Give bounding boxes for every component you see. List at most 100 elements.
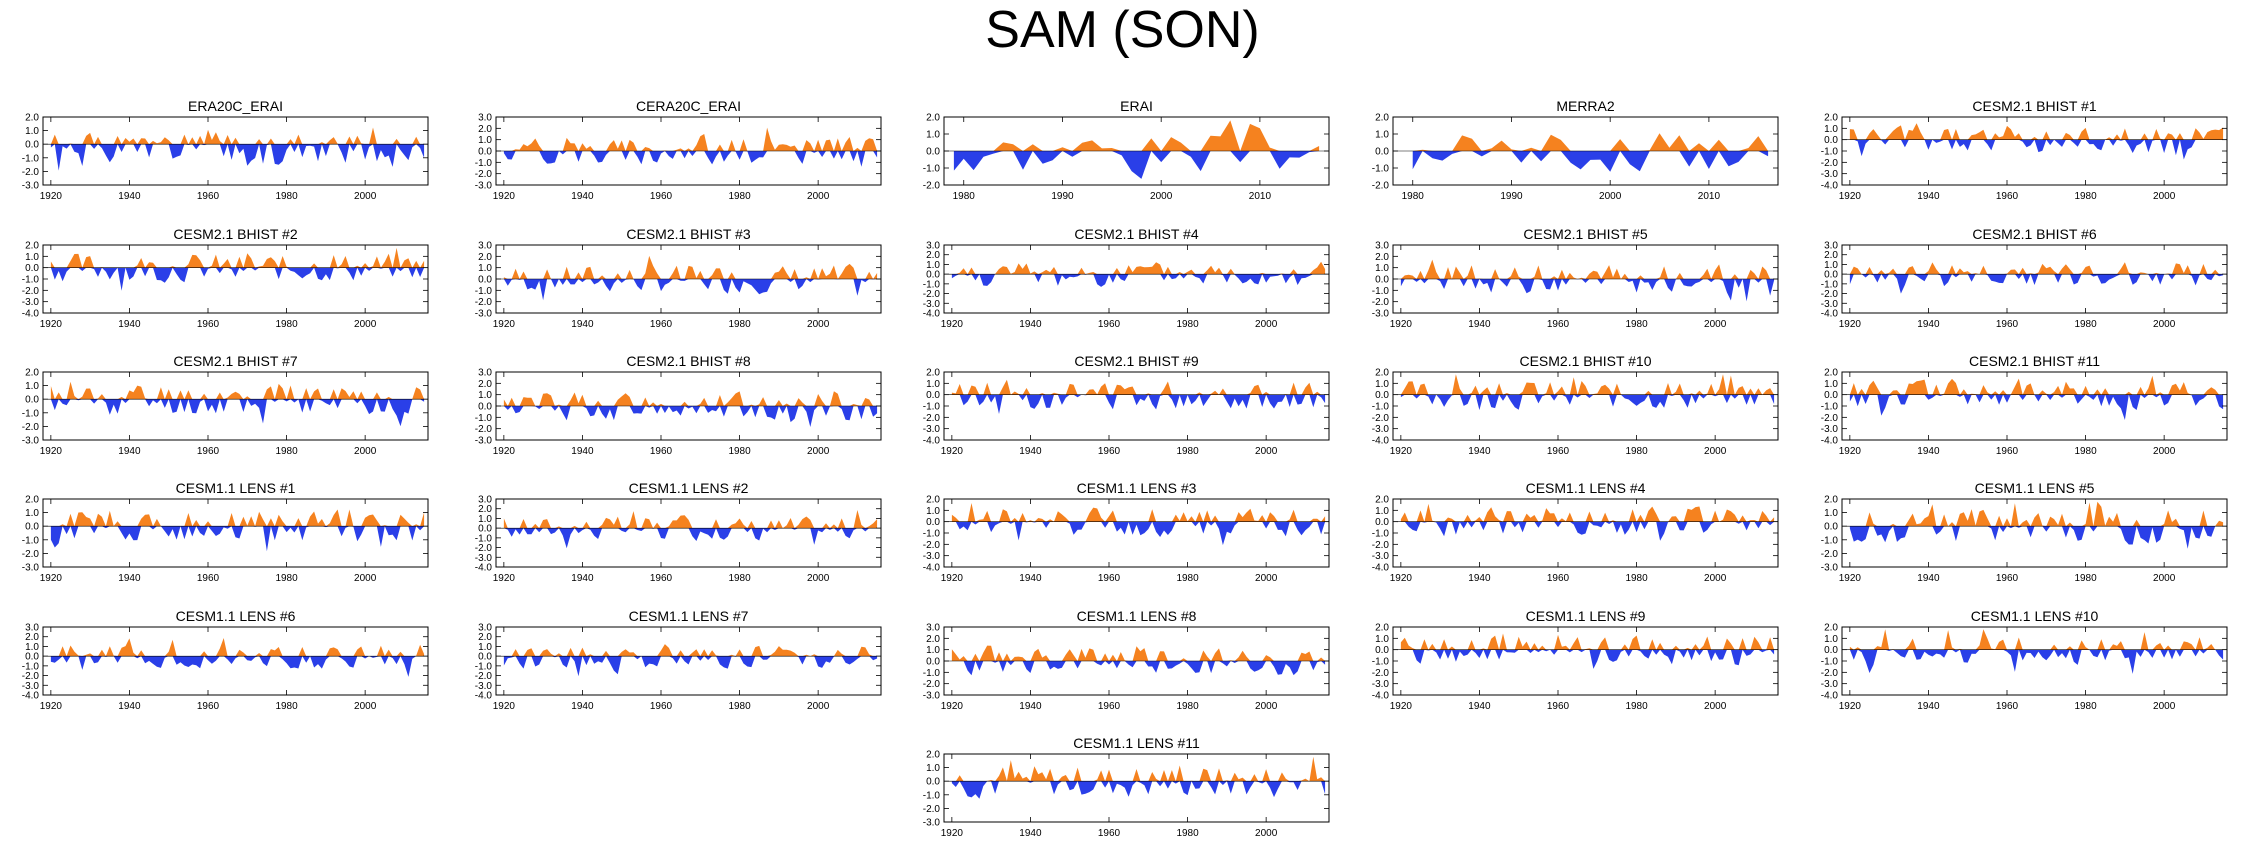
panel-title: CESM2.1 BHIST #3 — [626, 226, 750, 242]
x-tick-label: 1940 — [1019, 446, 1042, 457]
x-tick-label: 1980 — [1402, 191, 1425, 202]
y-tick-label: 1.0 — [1824, 260, 1838, 271]
y-tick-label: -4.0 — [1372, 436, 1390, 447]
y-tick-label: -3.0 — [475, 681, 493, 692]
x-tick-label: 1940 — [571, 573, 594, 584]
negative-area — [503, 151, 878, 167]
y-tick-label: -3.0 — [475, 181, 493, 192]
y-tick-label: -1.0 — [1821, 402, 1839, 413]
negative-area — [951, 274, 1326, 287]
x-tick-label: 1920 — [40, 191, 63, 202]
y-tick-label: 0.0 — [1824, 135, 1838, 146]
x-tick-label: 1920 — [40, 446, 63, 457]
x-tick-label: 1980 — [1176, 573, 1199, 584]
x-tick-label: 2000 — [1704, 446, 1727, 457]
y-tick-label: 0.0 — [926, 517, 940, 528]
positive-area — [1849, 123, 2224, 140]
y-tick-label: 2.0 — [1824, 113, 1838, 124]
x-tick-label: 1940 — [1019, 828, 1042, 839]
positive-area — [503, 391, 878, 406]
panel-9: CESM2.1 BHIST #5 3.02.01.00.0-1.0-2.0-3.0… — [1372, 226, 1779, 330]
x-tick-label: 1980 — [728, 446, 751, 457]
y-tick-label: -2.0 — [1372, 668, 1390, 679]
y-tick-label: -4.0 — [923, 309, 941, 320]
y-tick-label: 3.0 — [478, 623, 492, 634]
y-tick-label: 1.0 — [25, 126, 39, 137]
y-tick-label: -1.0 — [1821, 279, 1839, 290]
y-tick-label: -1.0 — [1821, 147, 1839, 158]
y-tick-label: -3.0 — [1372, 551, 1390, 562]
y-tick-label: 2.0 — [478, 379, 492, 390]
x-tick-label: 1980 — [275, 319, 298, 330]
x-tick-label: 2000 — [1255, 573, 1278, 584]
negative-area — [50, 267, 425, 291]
x-tick-label: 1920 — [941, 573, 964, 584]
y-tick-label: -1.0 — [475, 286, 493, 297]
y-tick-label: -3.0 — [923, 818, 941, 829]
negative-area — [1400, 394, 1775, 411]
plot-frame — [943, 371, 1330, 441]
y-tick-label: 2.0 — [1824, 495, 1838, 506]
y-tick-label: 1.0 — [926, 645, 940, 656]
x-tick-label: 2000 — [1704, 701, 1727, 712]
x-tick-label: 1960 — [1098, 701, 1121, 712]
x-tick-label: 1980 — [2074, 319, 2097, 330]
x-tick-label: 1960 — [1547, 319, 1570, 330]
y-tick-label: -2.0 — [923, 540, 941, 551]
y-tick-label: 0.0 — [25, 263, 39, 274]
plot-frame — [1392, 371, 1779, 441]
y-tick-label: 0.0 — [1375, 517, 1389, 528]
x-tick-label: 1940 — [571, 319, 594, 330]
y-tick-label: 0.0 — [478, 402, 492, 413]
negative-area — [951, 521, 1326, 546]
positive-area — [1849, 262, 2224, 275]
panel-13: CESM2.1 BHIST #9 2.01.00.0-1.0-2.0-3.0-4.… — [923, 353, 1330, 457]
panel-title: CESM2.1 BHIST #7 — [173, 353, 297, 369]
x-tick-label: 2000 — [2153, 446, 2176, 457]
y-tick-label: 2.0 — [926, 634, 940, 645]
x-tick-label: 1960 — [197, 573, 220, 584]
x-tick-label: 1940 — [1468, 573, 1491, 584]
positive-area — [951, 503, 1326, 522]
x-tick-label: 1920 — [1390, 446, 1413, 457]
panel-title: CESM2.1 BHIST #10 — [1519, 353, 1651, 369]
x-tick-label: 2000 — [807, 191, 830, 202]
y-tick-label: -2.0 — [1821, 413, 1839, 424]
y-tick-label: 2.0 — [1824, 250, 1838, 261]
panel-title: CESM1.1 LENS #10 — [1971, 608, 2099, 624]
x-tick-label: 1960 — [197, 701, 220, 712]
negative-area — [951, 781, 1326, 799]
panel-title: CESM2.1 BHIST #4 — [1074, 226, 1198, 242]
y-tick-label: 3.0 — [478, 368, 492, 379]
y-tick-label: 2.0 — [1824, 368, 1838, 379]
positive-area — [50, 638, 425, 657]
y-tick-label: -3.0 — [475, 436, 493, 447]
y-tick-label: 1.0 — [478, 135, 492, 146]
y-tick-label: 1.0 — [478, 514, 492, 525]
y-tick-label: -2.0 — [923, 289, 941, 300]
y-tick-label: -4.0 — [1372, 563, 1390, 574]
y-tick-label: -2.0 — [475, 169, 493, 180]
y-tick-label: -3.0 — [22, 181, 40, 192]
x-tick-label: 1920 — [1839, 701, 1862, 712]
x-tick-label: 2000 — [1599, 191, 1622, 202]
panel-title: CESM2.1 BHIST #2 — [173, 226, 297, 242]
x-tick-label: 2000 — [1255, 446, 1278, 457]
x-tick-label: 1920 — [40, 701, 63, 712]
x-tick-label: 1920 — [493, 701, 516, 712]
panel-title: CESM1.1 LENS #8 — [1077, 608, 1197, 624]
positive-area — [1400, 633, 1775, 650]
x-tick-label: 2000 — [1255, 701, 1278, 712]
x-tick-label: 1920 — [1839, 319, 1862, 330]
positive-area — [1400, 374, 1775, 395]
panel-title: CESM1.1 LENS #2 — [629, 480, 749, 496]
y-tick-label: 1.0 — [1824, 124, 1838, 135]
panel-title: ERA20C_ERAI — [188, 98, 283, 114]
y-tick-label: 1.0 — [1375, 379, 1389, 390]
y-tick-label: -2.0 — [22, 549, 40, 560]
y-tick-label: 2.0 — [926, 750, 940, 761]
y-tick-label: -3.0 — [22, 297, 40, 308]
y-tick-label: 1.0 — [25, 252, 39, 263]
x-tick-label: 1920 — [941, 828, 964, 839]
